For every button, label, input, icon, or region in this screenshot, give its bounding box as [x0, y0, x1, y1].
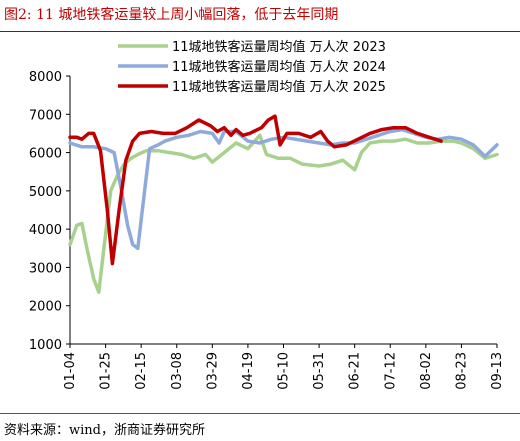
- source-note: 资料来源：wind，浙商证券研究所: [4, 423, 205, 438]
- x-tick-label: 08-23: [454, 352, 469, 390]
- x-tick-label: 02-15: [134, 352, 149, 390]
- y-tick-label: 4000: [29, 223, 62, 238]
- series-0: [68, 133, 499, 295]
- x-tick-label: 03-08: [170, 352, 185, 390]
- series-line-1: [68, 127, 499, 251]
- legend-label-2: 11城地铁客运量周均值 万人次 2025: [172, 79, 386, 95]
- y-tick-label: 2000: [29, 300, 62, 315]
- chart-axes: 1000 2000 3000 4000 5000 6000 7000 8000 01-04 01-…: [29, 70, 505, 390]
- x-tick-label: 03-29: [205, 352, 220, 390]
- x-tick-label: 09-13: [490, 352, 505, 390]
- line-chart: 1000 2000 3000 4000 5000 6000 7000 8000 01-04 01-…: [29, 39, 505, 390]
- x-tick-label: 05-10: [277, 352, 292, 390]
- title-rule: [0, 31, 520, 32]
- y-tick-label: 5000: [29, 185, 62, 200]
- figure-title: 图2: 11 城地铁客运量较上周小幅回落，低于去年同期: [4, 7, 339, 23]
- legend-label-1: 11城地铁客运量周均值 万人次 2024: [172, 59, 386, 75]
- series-line-0: [68, 133, 499, 295]
- y-tick-label: 1000: [29, 338, 62, 353]
- y-tick-label: 6000: [29, 147, 62, 162]
- legend-label-0: 11城地铁客运量周均值 万人次 2023: [172, 39, 386, 55]
- x-tick-label: 05-31: [312, 352, 327, 390]
- x-tick-label: 08-02: [419, 352, 434, 390]
- y-tick-label: 8000: [29, 70, 62, 85]
- x-tick-label: 07-12: [383, 352, 398, 390]
- chart-legend: 11城地铁客运量周均值 万人次 2023 11城地铁客运量周均值 万人次 2024…: [118, 39, 386, 95]
- x-tick-label: 01-04: [63, 352, 78, 390]
- x-tick-label: 04-19: [241, 352, 256, 390]
- source-rule: [0, 413, 520, 414]
- x-tick-label: 01-25: [99, 352, 114, 390]
- x-tick-label: 06-21: [348, 352, 363, 390]
- series-layer: [68, 114, 499, 295]
- series-1: [68, 127, 499, 251]
- y-tick-label: 3000: [29, 261, 62, 276]
- series-line-2: [68, 114, 443, 266]
- y-tick-label: 7000: [29, 108, 62, 123]
- series-2: [68, 114, 443, 266]
